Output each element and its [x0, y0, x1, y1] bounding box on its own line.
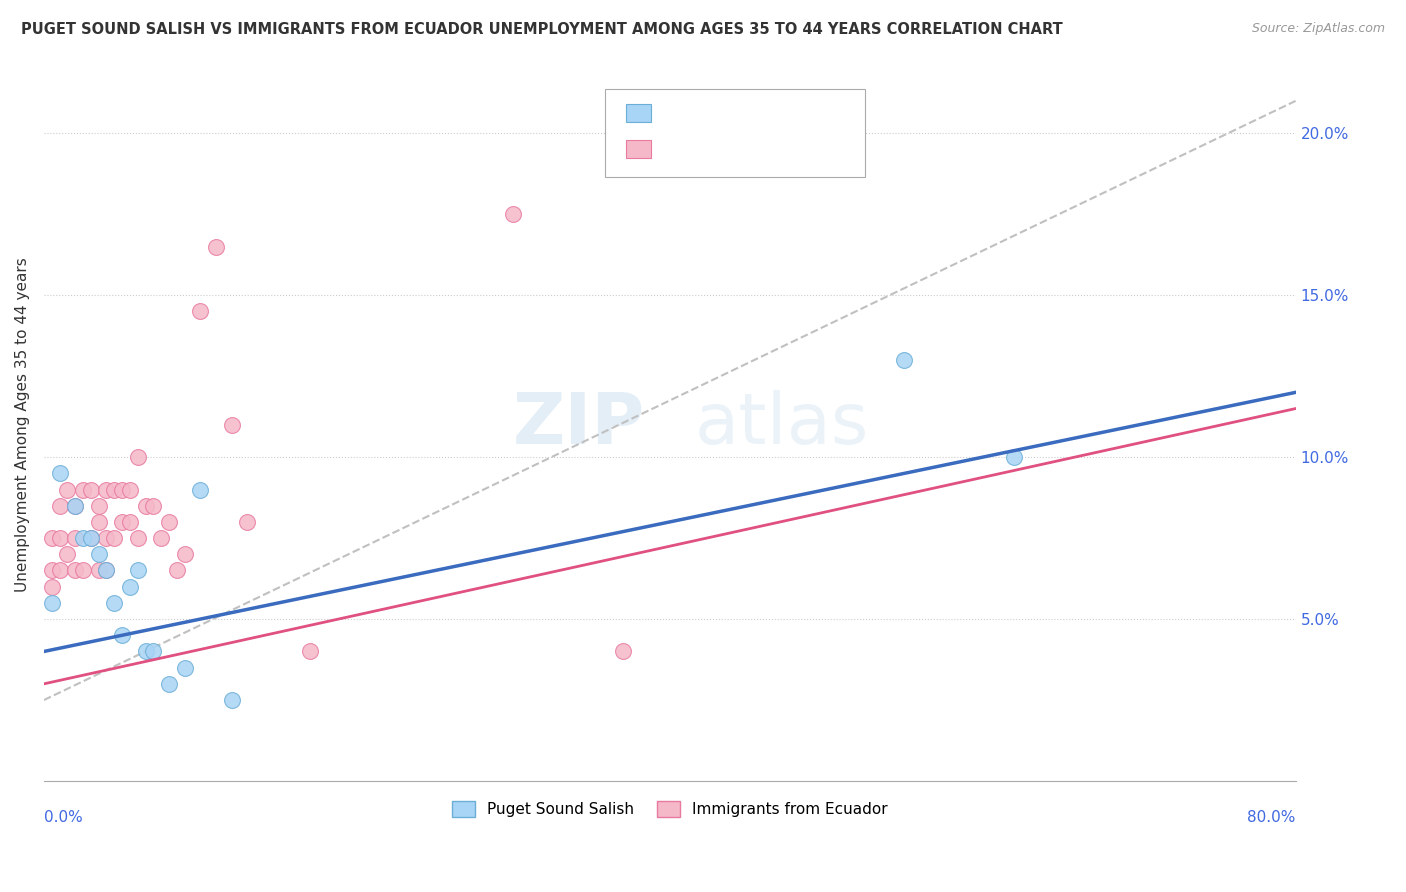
Point: [63, 499, 86, 513]
Point: [142, 644, 165, 658]
Y-axis label: Unemployment Among Ages 35 to 44 years: Unemployment Among Ages 35 to 44 years: [15, 258, 30, 592]
Point: [48, 467, 70, 481]
Point: [63, 564, 86, 578]
Text: PUGET SOUND SALISH VS IMMIGRANTS FROM ECUADOR UNEMPLOYMENT AMONG AGES 35 TO 44 Y: PUGET SOUND SALISH VS IMMIGRANTS FROM EC…: [21, 22, 1063, 37]
Point: [118, 483, 141, 497]
Point: [96, 564, 118, 578]
Point: [41, 564, 63, 578]
Point: [1002, 450, 1025, 464]
Point: [157, 515, 180, 529]
Text: 80.0%: 80.0%: [1247, 810, 1295, 824]
Point: [173, 547, 195, 561]
Point: [205, 240, 228, 254]
Point: [63, 531, 86, 545]
Point: [72, 531, 94, 545]
Point: [236, 515, 259, 529]
Point: [72, 564, 94, 578]
Point: [41, 580, 63, 594]
Point: [96, 531, 118, 545]
Point: [142, 499, 165, 513]
Point: [188, 304, 211, 318]
Text: ZIP: ZIP: [512, 391, 645, 459]
Point: [48, 564, 70, 578]
Point: [56, 547, 79, 561]
Point: [80, 483, 103, 497]
Point: [118, 515, 141, 529]
Point: [87, 564, 110, 578]
Point: [111, 628, 134, 642]
Point: [80, 531, 103, 545]
Point: [893, 353, 915, 368]
Point: [127, 564, 149, 578]
Point: [135, 499, 157, 513]
Point: [96, 564, 118, 578]
Point: [87, 515, 110, 529]
Point: [166, 564, 188, 578]
Point: [72, 483, 94, 497]
Text: Source: ZipAtlas.com: Source: ZipAtlas.com: [1251, 22, 1385, 36]
Point: [103, 531, 125, 545]
Point: [48, 499, 70, 513]
Point: [127, 450, 149, 464]
Point: [41, 596, 63, 610]
Point: [127, 531, 149, 545]
Point: [56, 483, 79, 497]
Point: [103, 596, 125, 610]
Point: [157, 677, 180, 691]
Point: [221, 693, 243, 707]
Point: [221, 417, 243, 432]
Point: [612, 644, 634, 658]
Point: [87, 547, 110, 561]
Point: [502, 207, 524, 221]
Legend: Puget Sound Salish, Immigrants from Ecuador: Puget Sound Salish, Immigrants from Ecua…: [446, 795, 894, 823]
Point: [111, 483, 134, 497]
Point: [135, 644, 157, 658]
Point: [150, 531, 173, 545]
Point: [96, 483, 118, 497]
Point: [103, 483, 125, 497]
Point: [173, 660, 195, 674]
Text: 0.0%: 0.0%: [44, 810, 83, 824]
Point: [87, 499, 110, 513]
Point: [118, 580, 141, 594]
Point: [48, 531, 70, 545]
Point: [41, 531, 63, 545]
Text: R = 0.360   N = 42: R = 0.360 N = 42: [661, 142, 806, 156]
Point: [63, 499, 86, 513]
Text: atlas: atlas: [695, 391, 869, 459]
Point: [188, 483, 211, 497]
Point: [80, 531, 103, 545]
Point: [298, 644, 321, 658]
Text: R = 0.640   N = 19: R = 0.640 N = 19: [661, 106, 806, 120]
Point: [111, 515, 134, 529]
